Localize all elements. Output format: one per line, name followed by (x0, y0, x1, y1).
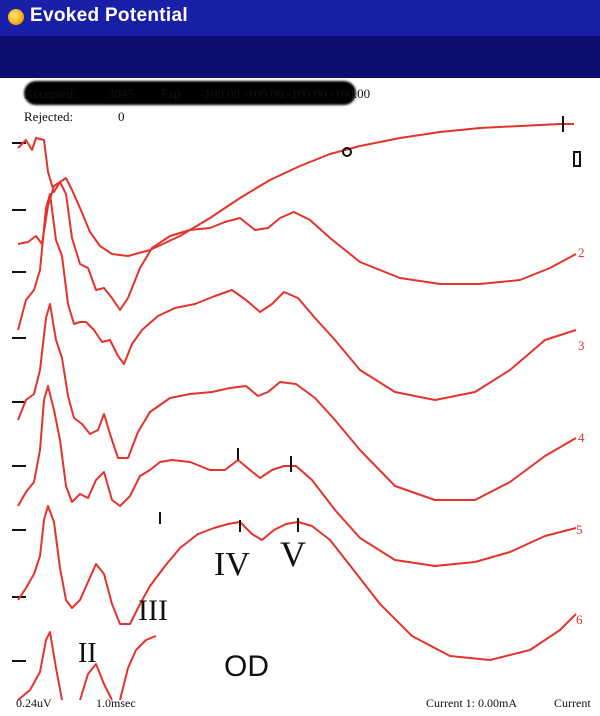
wave-label-ii: II (78, 638, 97, 669)
trace-label-5: 5 (576, 522, 583, 537)
trace-6 (17, 505, 577, 661)
trace-3 (17, 193, 577, 401)
wave-label-v: V (280, 534, 306, 574)
trace-label-6: 6 (576, 612, 583, 627)
peak-markers (159, 116, 581, 532)
current2-readout: Current (554, 696, 591, 710)
rejected-value: 0 (118, 109, 125, 124)
ear-label-od: OD (224, 650, 269, 683)
window-title: Evoked Potential (30, 5, 188, 26)
trace-2 (17, 181, 577, 311)
wave-label-iv: IV (214, 546, 250, 583)
menu-bar (0, 36, 600, 105)
esp-label: Esp (161, 86, 181, 101)
app-icon (8, 9, 24, 25)
esp-values: -100.00 -100.00 -100.00 -100.00 (200, 86, 371, 101)
left-scale-ticks (12, 142, 26, 662)
wave-label-iii: III (138, 594, 168, 627)
trace-4 (17, 303, 577, 501)
scale-readout: 0.24uV (16, 696, 52, 710)
time-readout: 1.0msec (96, 696, 136, 710)
trace-label-3: 3 (578, 338, 585, 353)
accepted-label: Accepted: (24, 86, 77, 101)
rejected-label: Rejected: (24, 109, 74, 124)
trace-label-4: 4 (578, 430, 585, 445)
current1-readout: Current 1: 0.00mA (426, 696, 517, 710)
title-bar: Evoked Potential (0, 0, 600, 36)
trace-label-2: 2 (578, 245, 585, 260)
redacted-patient-info (24, 81, 356, 105)
trace-5 (17, 385, 577, 567)
trace-7-partial (17, 631, 157, 701)
trace-1 (17, 123, 574, 257)
accepted-value: 3045 (108, 86, 134, 101)
